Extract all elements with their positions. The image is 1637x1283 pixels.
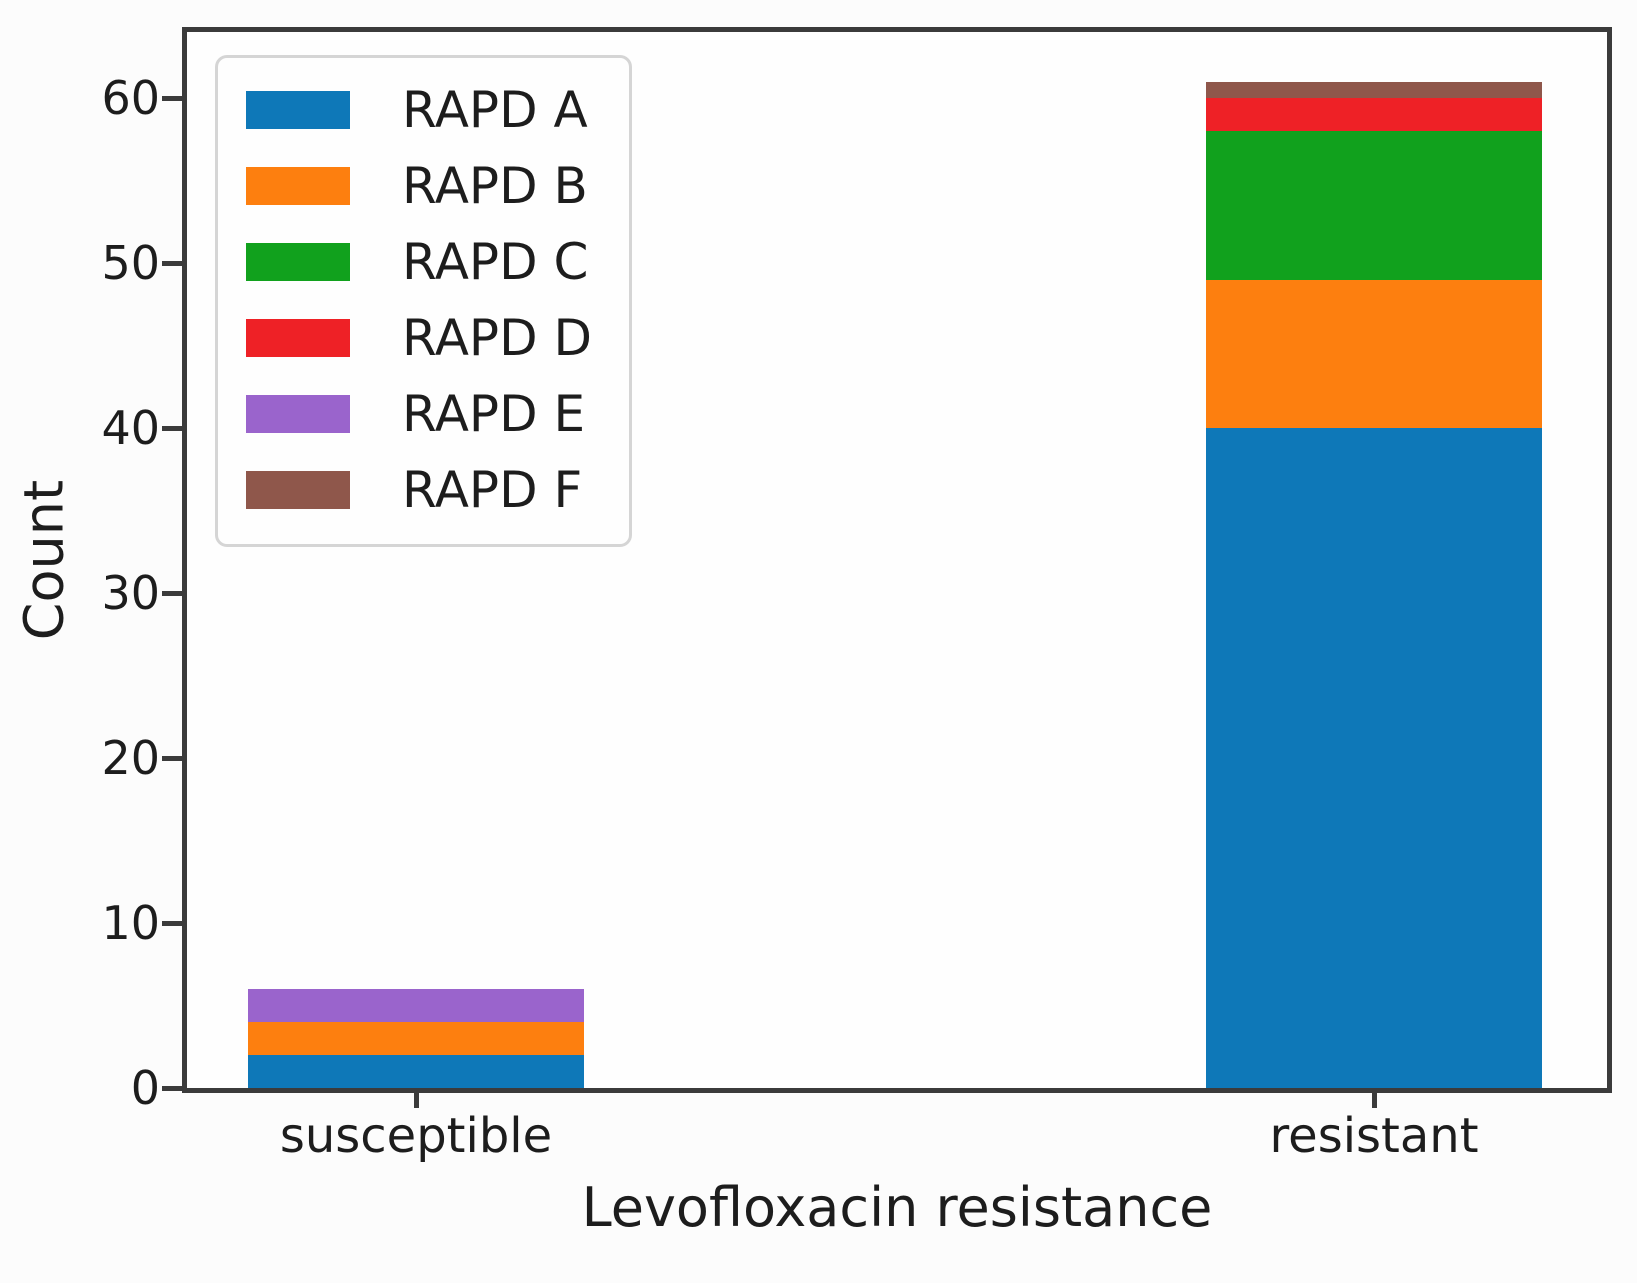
y-axis-spine [182, 27, 187, 1093]
legend-label-rapd-a: RAPD A [402, 81, 588, 139]
y-tick-label-20: 20 [101, 731, 160, 785]
legend: RAPD A RAPD B RAPD C RAPD D RAPD E RAPD F [215, 55, 632, 547]
legend-swatch-rapd-f [246, 471, 350, 509]
bar-resistant [1206, 81, 1542, 1088]
plot-area [182, 27, 1612, 1093]
bar-susceptible [248, 989, 584, 1088]
y-axis-label: Count [12, 479, 76, 641]
legend-swatch-rapd-b [246, 167, 350, 205]
legend-item-rapd-d: RAPD D [246, 300, 629, 376]
legend-label-rapd-d: RAPD D [402, 309, 592, 367]
legend-label-rapd-c: RAPD C [402, 233, 589, 291]
bar-segment-rapd-c-resistant [1206, 131, 1542, 280]
x-axis-spine [182, 1088, 1612, 1093]
y-tick-mark-60 [162, 95, 182, 101]
bar-segment-rapd-b-resistant [1206, 279, 1542, 428]
y-tick-label-30: 30 [101, 566, 160, 620]
y-tick-mark-10 [162, 920, 182, 926]
legend-swatch-rapd-d [246, 319, 350, 357]
bar-segment-rapd-a-resistant [1206, 428, 1542, 1088]
y-tick-label-60: 60 [101, 71, 160, 125]
x-tick-mark-resistant [1371, 1088, 1377, 1108]
bar-segment-rapd-a-susceptible [248, 1055, 584, 1088]
bar-segment-rapd-b-susceptible [248, 1022, 584, 1055]
x-axis-label: Levofloxacin resistance [581, 1176, 1213, 1239]
legend-item-rapd-f: RAPD F [246, 452, 629, 528]
legend-item-rapd-a: RAPD A [246, 72, 629, 148]
legend-swatch-rapd-e [246, 395, 350, 433]
legend-item-rapd-c: RAPD C [246, 224, 629, 300]
y-tick-mark-0 [162, 1085, 182, 1091]
legend-swatch-rapd-a [246, 91, 350, 129]
legend-swatch-rapd-c [246, 243, 350, 281]
top-spine [182, 27, 1612, 32]
y-tick-label-0: 0 [130, 1061, 160, 1115]
legend-label-rapd-f: RAPD F [402, 461, 583, 519]
y-tick-mark-30 [162, 590, 182, 596]
y-tick-label-40: 40 [101, 401, 160, 455]
legend-label-rapd-e: RAPD E [402, 385, 586, 443]
y-tick-label-10: 10 [101, 896, 160, 950]
y-tick-mark-50 [162, 260, 182, 266]
legend-item-rapd-b: RAPD B [246, 148, 629, 224]
bar-segment-rapd-f-resistant [1206, 81, 1542, 98]
x-tick-label-susceptible: susceptible [279, 1108, 553, 1164]
legend-item-rapd-e: RAPD E [246, 376, 629, 452]
y-tick-label-50: 50 [101, 236, 160, 290]
x-tick-label-resistant: resistant [1269, 1108, 1479, 1164]
y-tick-mark-40 [162, 425, 182, 431]
x-tick-mark-susceptible [413, 1088, 419, 1108]
right-spine [1607, 27, 1612, 1093]
legend-label-rapd-b: RAPD B [402, 157, 588, 215]
bar-segment-rapd-d-resistant [1206, 98, 1542, 131]
y-tick-mark-20 [162, 755, 182, 761]
bar-segment-rapd-e-susceptible [248, 989, 584, 1022]
